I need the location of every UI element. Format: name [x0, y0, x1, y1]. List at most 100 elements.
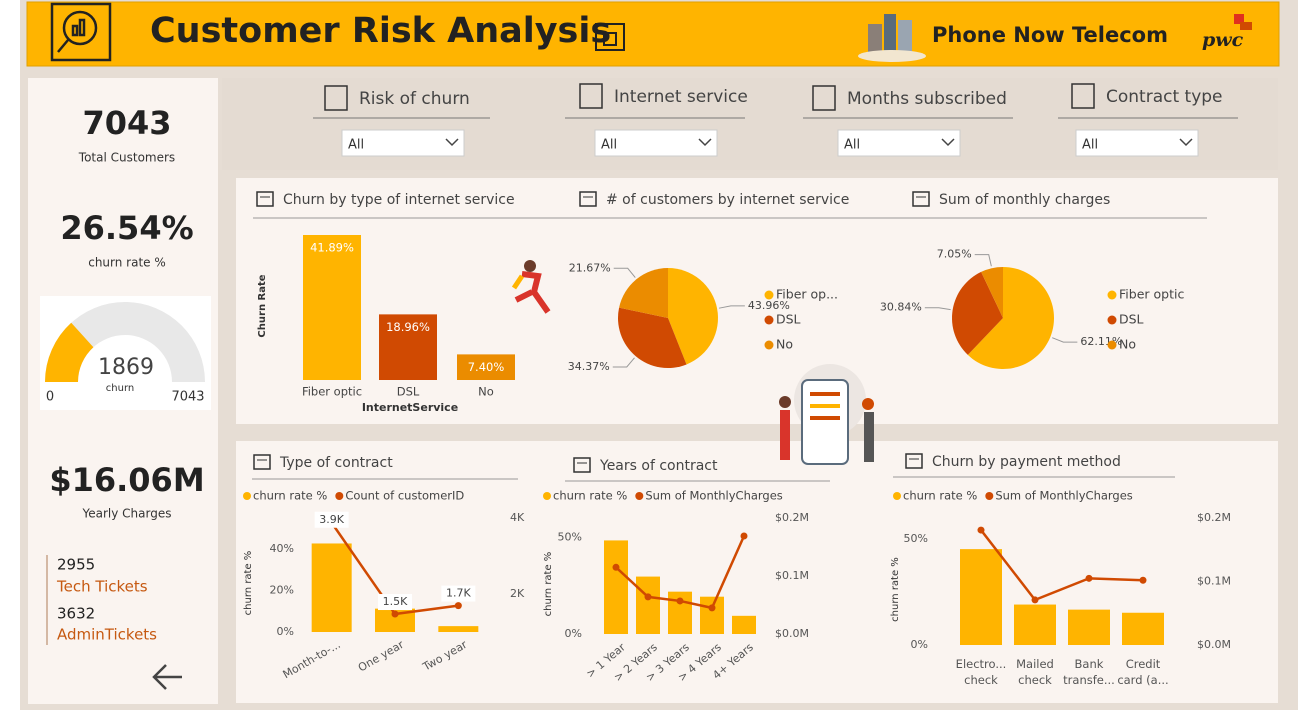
chart-title: Type of contract — [279, 455, 393, 471]
legend-label: Count of customerID — [345, 489, 464, 503]
legend-label: No — [776, 337, 793, 352]
chart-icon — [573, 457, 591, 473]
filter-dropdown[interactable] — [1075, 129, 1199, 157]
chart-icon — [912, 191, 930, 207]
data-label: 30.84% — [880, 301, 922, 314]
y-axis-title: churn rate % — [890, 557, 901, 622]
line-point — [1139, 576, 1147, 584]
kpi-value: $16.06M — [49, 461, 204, 499]
filter-dropdown[interactable] — [837, 129, 961, 157]
y-tick-label: 20% — [270, 584, 294, 597]
ticket-label: Tech Tickets — [56, 578, 148, 596]
line-point — [977, 526, 985, 534]
chart-title: Sum of monthly charges — [939, 192, 1110, 208]
legend-marker — [635, 492, 644, 500]
y2-tick-label: 2K — [510, 587, 525, 600]
pie-slice — [617, 307, 687, 368]
company-logo: pwc — [1202, 29, 1244, 51]
data-label: 21.67% — [569, 261, 611, 274]
y2-tick-label: 4K — [510, 511, 525, 524]
bar — [1014, 604, 1056, 645]
legend-label: Sum of MonthlyCharges — [645, 489, 783, 503]
data-label-bg — [314, 511, 349, 528]
legend-marker — [893, 492, 901, 500]
filter-dropdown[interactable] — [341, 129, 465, 157]
pie-slice — [981, 267, 1003, 318]
filter-value: All — [1082, 138, 1098, 153]
kpi-value: 26.54% — [60, 209, 193, 247]
data-label: 1.7K — [446, 587, 471, 600]
leader-line — [974, 254, 992, 267]
bar — [1122, 612, 1164, 645]
y-tick-label: 50% — [558, 530, 582, 543]
x-tick-label: No — [478, 385, 494, 399]
y-axis-title: churn rate % — [243, 551, 254, 616]
ticket-count: 2955 — [57, 556, 95, 574]
pwc-mark — [1234, 14, 1252, 30]
legend-marker — [764, 340, 774, 350]
kpi-label: churn rate % — [88, 256, 166, 270]
legend-label: DSL — [1119, 312, 1144, 327]
x-tick-label: DSL — [397, 385, 420, 399]
filter-value: All — [601, 138, 617, 153]
gauge-fill — [45, 322, 94, 382]
y2-tick-label: $0.2M — [775, 511, 809, 524]
bar — [960, 549, 1002, 645]
legend-label: Sum of MonthlyCharges — [995, 489, 1133, 503]
filter-dropdown[interactable] — [594, 129, 718, 157]
bar — [379, 314, 437, 380]
y-tick-label: 0% — [911, 638, 928, 651]
people-illustration — [779, 364, 874, 465]
back-arrow — [152, 664, 182, 690]
data-label-bg — [378, 594, 412, 611]
bar — [636, 576, 660, 634]
legend-marker — [764, 290, 774, 300]
y-axis-title: Churn Rate — [257, 274, 268, 337]
runner-illustration — [511, 260, 551, 314]
legend-label: churn rate % — [553, 489, 627, 503]
leader-line — [924, 307, 951, 311]
ticket-label: AdminTickets — [57, 626, 157, 644]
chart-title: # of customers by internet service — [606, 192, 849, 208]
leader-line — [613, 267, 636, 278]
legend-marker — [764, 315, 774, 325]
line-point — [391, 610, 399, 618]
line-point — [708, 604, 716, 612]
filter-value: All — [348, 138, 364, 153]
header-bar — [26, 1, 1280, 67]
company-name: Phone Now Telecom — [932, 23, 1168, 47]
chart-icon — [256, 191, 274, 207]
filter-value: All — [844, 138, 860, 153]
filter-icon — [1071, 83, 1095, 109]
y2-tick-label: $0.1M — [1197, 575, 1231, 588]
chart-icon — [905, 453, 923, 469]
header-title: Customer Risk Analysis — [150, 11, 611, 51]
filter-label: Risk of churn — [359, 89, 470, 109]
bottom-strip — [0, 710, 1298, 725]
bar — [438, 626, 479, 632]
bar — [1068, 609, 1110, 645]
legend-label: churn rate % — [253, 489, 327, 503]
legend-marker — [1107, 340, 1117, 350]
line-point — [676, 597, 684, 605]
kpi-value: 7043 — [82, 104, 171, 142]
gauge-label: churn — [106, 383, 134, 394]
legend-label: DSL — [776, 312, 801, 327]
chart-title: Churn by type of internet service — [283, 192, 515, 208]
leader-line — [612, 357, 635, 368]
chart-card — [236, 178, 1278, 424]
line-point — [612, 563, 620, 571]
chart-title: Churn by payment method — [932, 454, 1121, 470]
header-icon — [50, 2, 112, 62]
chart-icon — [253, 454, 271, 470]
bar — [700, 596, 724, 634]
legend-marker — [1107, 315, 1117, 325]
side-strip — [0, 0, 20, 725]
legend-marker — [543, 492, 551, 500]
x-tick-label: Electro... check — [955, 657, 1007, 687]
legend-marker — [243, 492, 251, 500]
leader-line — [718, 305, 745, 309]
legend-marker — [985, 492, 994, 500]
dropdown-chevron — [698, 138, 712, 147]
